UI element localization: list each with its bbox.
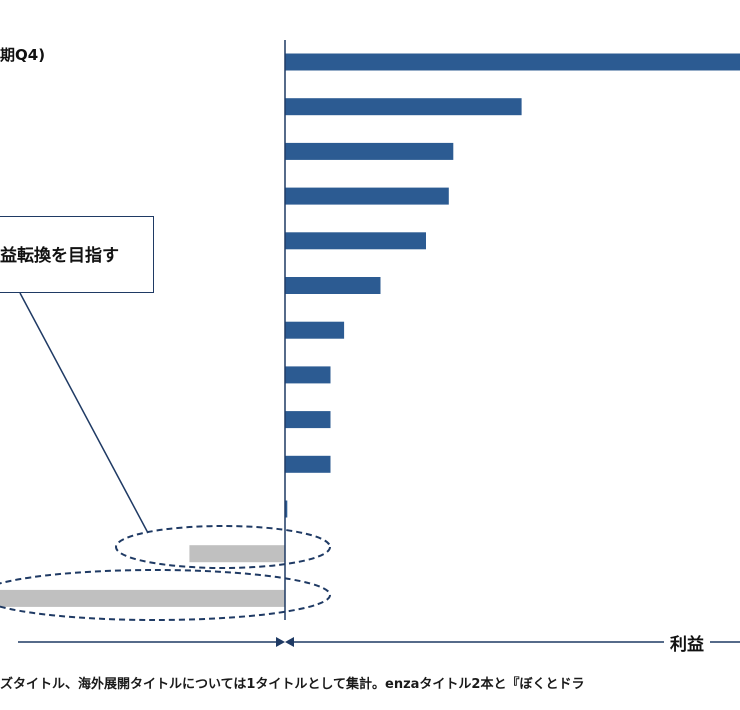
bar-13 xyxy=(0,589,286,607)
bars xyxy=(0,53,740,607)
bar-4 xyxy=(285,187,449,205)
bar-5 xyxy=(285,232,426,250)
callout-text: 益転換を目指す xyxy=(0,246,119,266)
profit-axis-arrow xyxy=(18,637,740,647)
highlight-ellipse-2 xyxy=(0,569,331,621)
x-axis-label: 利益 xyxy=(664,630,710,655)
bar-1 xyxy=(285,53,740,71)
bar-6 xyxy=(285,277,381,294)
bar-11 xyxy=(285,500,288,518)
bar-7 xyxy=(285,321,345,339)
chart-title-fragment: 期Q4) xyxy=(0,46,46,64)
highlight-ellipse-1 xyxy=(115,525,331,569)
bar-9 xyxy=(285,411,331,429)
footnote: ズタイトル、海外展開タイトルについては1タイトルとして集計。enzaタイトル2本… xyxy=(0,677,585,692)
bar-3 xyxy=(285,142,454,160)
bar-8 xyxy=(285,366,331,384)
callout-box xyxy=(0,216,154,293)
bar-2 xyxy=(285,98,522,116)
bar-12 xyxy=(189,545,285,563)
callout-connector xyxy=(19,292,149,534)
bar-10 xyxy=(285,455,331,473)
